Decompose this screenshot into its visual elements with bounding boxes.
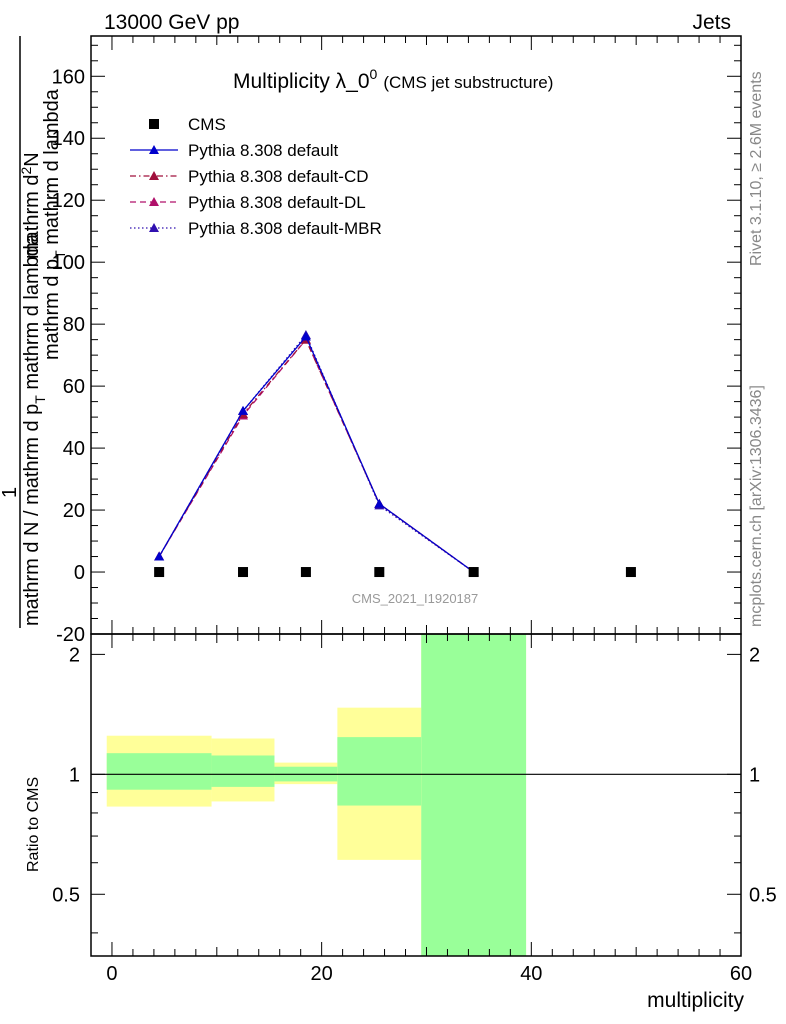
y-label-dpt-sub: T bbox=[52, 250, 68, 259]
y-axis-label: 1 mathrm d N / mathrm d pT mathrm d lamb… bbox=[0, 36, 68, 628]
ratio-band-green bbox=[106, 753, 212, 790]
ratio-tick-label: 2 bbox=[69, 644, 80, 666]
legend-marker-triangle bbox=[149, 171, 159, 180]
cms-data-point bbox=[374, 567, 385, 578]
cms-data-point bbox=[625, 567, 636, 578]
ratio-tick-label-right: 0.5 bbox=[749, 884, 777, 906]
x-tick-label: 60 bbox=[730, 963, 752, 985]
legend-label: Pythia 8.308 default-DL bbox=[188, 193, 366, 212]
y-tick-label: 120 bbox=[52, 190, 85, 212]
y-tick-label: 20 bbox=[63, 500, 85, 522]
y-tick-label: 140 bbox=[52, 128, 85, 150]
legend-marker-square bbox=[149, 119, 159, 129]
y-label-num-sup: 2 bbox=[18, 167, 34, 175]
legend-marker-triangle bbox=[149, 145, 159, 154]
ratio-y-label: Ratio to CMS bbox=[25, 777, 42, 872]
cms-data-point bbox=[468, 567, 479, 578]
legend-marker-triangle bbox=[149, 197, 159, 206]
y-label-fraction-one: 1 bbox=[0, 487, 21, 498]
series-marker bbox=[300, 331, 311, 341]
legend-entry: Pythia 8.308 default-CD bbox=[130, 167, 369, 186]
ratio-panel: 0.5 0.5 1 1 2 2 bbox=[52, 633, 777, 957]
x-axis-label: multiplicity bbox=[647, 989, 744, 1012]
ratio-band-green bbox=[421, 634, 527, 956]
cms-data-point bbox=[238, 567, 249, 578]
legend-label: CMS bbox=[188, 115, 226, 134]
ratio-tick-label-right: 1 bbox=[749, 764, 760, 786]
y-label-den-sub: T bbox=[32, 395, 48, 404]
y-tick-label: 80 bbox=[63, 314, 85, 336]
legend-entry: CMS bbox=[149, 115, 226, 134]
y-tick-label: 40 bbox=[63, 438, 85, 460]
y-tick-label: 60 bbox=[63, 376, 85, 398]
ratio-tick-label: 1 bbox=[69, 764, 80, 786]
x-tick-label: 0 bbox=[106, 963, 117, 985]
series-marker bbox=[238, 405, 249, 415]
cms-data-point bbox=[300, 567, 311, 578]
y-label-den-text: mathrm d N / mathrm d p bbox=[21, 404, 43, 626]
legend-marker-triangle bbox=[149, 223, 159, 232]
y-tick-label: 100 bbox=[52, 252, 85, 274]
main-frame bbox=[90, 35, 742, 635]
series-line bbox=[158, 335, 475, 573]
y-label-dlambda: mathrm d lambda bbox=[41, 88, 63, 250]
ratio-band-green bbox=[211, 755, 275, 787]
title-main: Multiplicity λ_0 bbox=[233, 70, 370, 93]
y-tick-label: -20 bbox=[56, 624, 85, 646]
y-label-num-text: mathrm d bbox=[21, 175, 43, 259]
energy-label: 13000 GeV pp bbox=[104, 11, 239, 34]
chart-title: Multiplicity λ_00 (CMS jet substructure) bbox=[233, 66, 553, 93]
y-label-num-tail: N bbox=[21, 152, 43, 166]
legend-entry: Pythia 8.308 default bbox=[130, 141, 339, 160]
process-label: Jets bbox=[692, 11, 731, 34]
legend-label: Pythia 8.308 default-MBR bbox=[188, 219, 382, 238]
series-marker bbox=[154, 551, 165, 561]
ratio-tick-label: 0.5 bbox=[52, 884, 80, 906]
y-label-denominator: mathrm d pT mathrm d lambda bbox=[41, 88, 68, 360]
legend-entry: Pythia 8.308 default-DL bbox=[130, 193, 366, 212]
analysis-watermark: CMS_2021_I1920187 bbox=[352, 591, 479, 606]
legend: CMS Pythia 8.308 default Pythia 8.308 defa… bbox=[130, 115, 382, 238]
y-label-den-tail: mathrm d lambda bbox=[21, 233, 43, 395]
y-tick-label: 160 bbox=[52, 66, 85, 88]
y-tick-label: 0 bbox=[74, 562, 85, 584]
x-tick-label: 40 bbox=[520, 963, 542, 985]
y-label-numerator: mathrm d N / mathrm d pT mathrm d lambda bbox=[21, 233, 48, 626]
y-label-top: mathrm d2N bbox=[18, 152, 43, 259]
series-marker bbox=[374, 498, 385, 508]
cms-data-point bbox=[154, 567, 165, 578]
y-label-dpt: mathrm d p bbox=[41, 259, 63, 360]
legend-entry: Pythia 8.308 default-MBR bbox=[130, 219, 382, 238]
rivet-label: Rivet 3.1.10, ≥ 2.6M events bbox=[748, 71, 765, 266]
title-sup: 0 bbox=[370, 66, 378, 82]
x-tick-label: 20 bbox=[311, 963, 333, 985]
legend-label: Pythia 8.308 default bbox=[188, 141, 339, 160]
mcplots-label: mcplots.cern.ch [arXiv:1306.3436] bbox=[748, 385, 765, 627]
title-sub: (CMS jet substructure) bbox=[383, 73, 553, 92]
series-line bbox=[158, 338, 475, 573]
series-line bbox=[158, 333, 475, 573]
ratio-tick-label-right: 2 bbox=[749, 644, 760, 666]
legend-label: Pythia 8.308 default-CD bbox=[188, 167, 369, 186]
ratio-band-green bbox=[337, 737, 422, 806]
